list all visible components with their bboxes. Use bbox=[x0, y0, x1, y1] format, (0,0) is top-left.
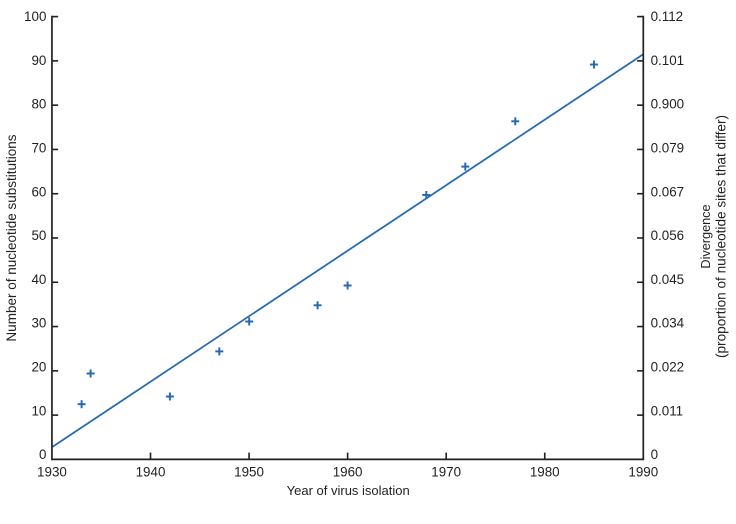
svg-text:0.112: 0.112 bbox=[651, 9, 684, 24]
svg-text:0.079: 0.079 bbox=[651, 141, 685, 156]
svg-text:Number of nucleotide substitut: Number of nucleotide substitutions bbox=[4, 134, 19, 341]
svg-text:0.022: 0.022 bbox=[651, 360, 685, 375]
svg-text:Divergence: Divergence bbox=[699, 204, 713, 268]
svg-text:0.101: 0.101 bbox=[651, 53, 685, 68]
svg-text:0: 0 bbox=[39, 447, 46, 462]
svg-text:0.900: 0.900 bbox=[651, 97, 685, 112]
svg-text:1990: 1990 bbox=[628, 464, 658, 479]
svg-text:30: 30 bbox=[31, 316, 46, 331]
svg-text:60: 60 bbox=[31, 184, 46, 199]
svg-text:1980: 1980 bbox=[530, 464, 560, 479]
svg-text:20: 20 bbox=[31, 360, 46, 375]
svg-text:1930: 1930 bbox=[37, 464, 67, 479]
svg-text:1950: 1950 bbox=[234, 464, 264, 479]
svg-text:70: 70 bbox=[31, 141, 46, 156]
svg-text:90: 90 bbox=[31, 53, 46, 68]
svg-text:0.067: 0.067 bbox=[651, 184, 685, 199]
svg-text:0: 0 bbox=[651, 447, 658, 462]
svg-text:0.011: 0.011 bbox=[651, 403, 684, 418]
svg-text:1970: 1970 bbox=[431, 464, 461, 479]
svg-text:1940: 1940 bbox=[136, 464, 166, 479]
svg-text:1960: 1960 bbox=[333, 464, 363, 479]
svg-text:10: 10 bbox=[31, 403, 46, 418]
svg-text:0.045: 0.045 bbox=[651, 272, 685, 287]
svg-text:Year of virus isolation: Year of virus isolation bbox=[287, 483, 410, 498]
svg-text:(proportion of nucleotide site: (proportion of nucleotide sites that dif… bbox=[713, 115, 728, 358]
svg-text:50: 50 bbox=[31, 228, 46, 243]
svg-text:0.056: 0.056 bbox=[651, 228, 685, 243]
svg-text:80: 80 bbox=[31, 97, 46, 112]
svg-text:40: 40 bbox=[31, 272, 46, 287]
svg-text:0.034: 0.034 bbox=[651, 316, 685, 331]
svg-text:100: 100 bbox=[24, 9, 46, 24]
